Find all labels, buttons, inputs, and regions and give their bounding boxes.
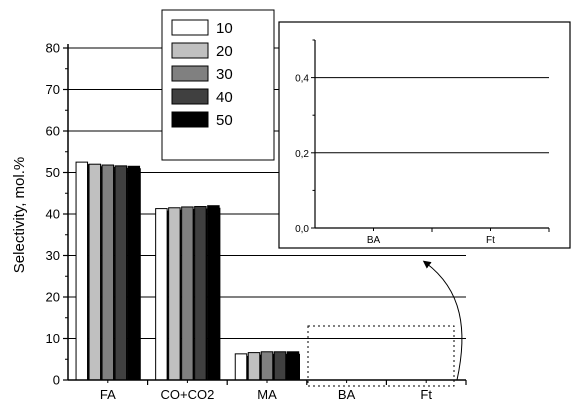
x-tick-label: Ft xyxy=(420,387,432,402)
y-axis-label: Selectivity, mol.% xyxy=(11,157,28,273)
y-tick-label: 70 xyxy=(46,82,60,97)
bar xyxy=(75,161,89,381)
y-tick-label: 10 xyxy=(46,331,60,346)
x-tick-label: FA xyxy=(100,387,116,402)
main-axes: 0 10 20 30 40 50 60 70 80 FA CO+CO2 MA BA Ft xyxy=(46,41,467,402)
bar xyxy=(127,165,141,381)
highlight-region-box xyxy=(307,325,455,387)
legend-entry: 10 xyxy=(216,20,233,37)
y-tick-label: 0 xyxy=(53,373,60,388)
bar xyxy=(114,165,128,381)
inset-x-tick-label: BA xyxy=(367,235,381,246)
legend-swatch xyxy=(171,19,209,36)
bar xyxy=(273,351,287,381)
bar xyxy=(101,164,115,381)
bar xyxy=(260,351,274,381)
main-bars xyxy=(75,161,300,381)
legend-entry: 20 xyxy=(216,43,233,60)
x-tick-label: CO+CO2 xyxy=(160,387,214,402)
legend-swatch xyxy=(171,65,209,82)
bar xyxy=(194,206,207,381)
inset-y-tick-label: 0,2 xyxy=(295,149,309,160)
x-tick-label: MA xyxy=(257,387,277,402)
inset-arrow xyxy=(422,260,463,381)
bar xyxy=(286,351,300,381)
bar xyxy=(247,352,261,381)
legend-entry: 30 xyxy=(216,66,233,83)
x-tick-label: BA xyxy=(338,387,356,402)
bar xyxy=(207,205,220,381)
bar xyxy=(234,353,248,381)
y-tick-label: 80 xyxy=(46,41,60,56)
inset-x-tick-label: Ft xyxy=(486,235,495,246)
bar xyxy=(181,206,194,381)
legend-swatch xyxy=(171,42,209,59)
y-tick-label: 40 xyxy=(46,207,60,222)
legend-entry: 50 xyxy=(216,112,233,129)
y-tick-label: 20 xyxy=(46,290,60,305)
inset-y-tick-label: 0,0 xyxy=(295,224,309,235)
inset-chart: 0,0 0,2 0,4 BA Ft xyxy=(278,21,571,249)
bar xyxy=(168,207,181,381)
legend: 10 20 30 40 50 xyxy=(161,9,275,161)
bar xyxy=(155,208,168,381)
bar xyxy=(88,163,102,381)
legend-entry: 40 xyxy=(216,89,233,106)
y-tick-label: 30 xyxy=(46,248,60,263)
legend-swatch xyxy=(171,111,209,128)
y-tick-label: 50 xyxy=(46,165,60,180)
y-tick-label: 60 xyxy=(46,124,60,139)
legend-swatch xyxy=(171,88,209,105)
inset-y-tick-label: 0,4 xyxy=(295,74,309,85)
